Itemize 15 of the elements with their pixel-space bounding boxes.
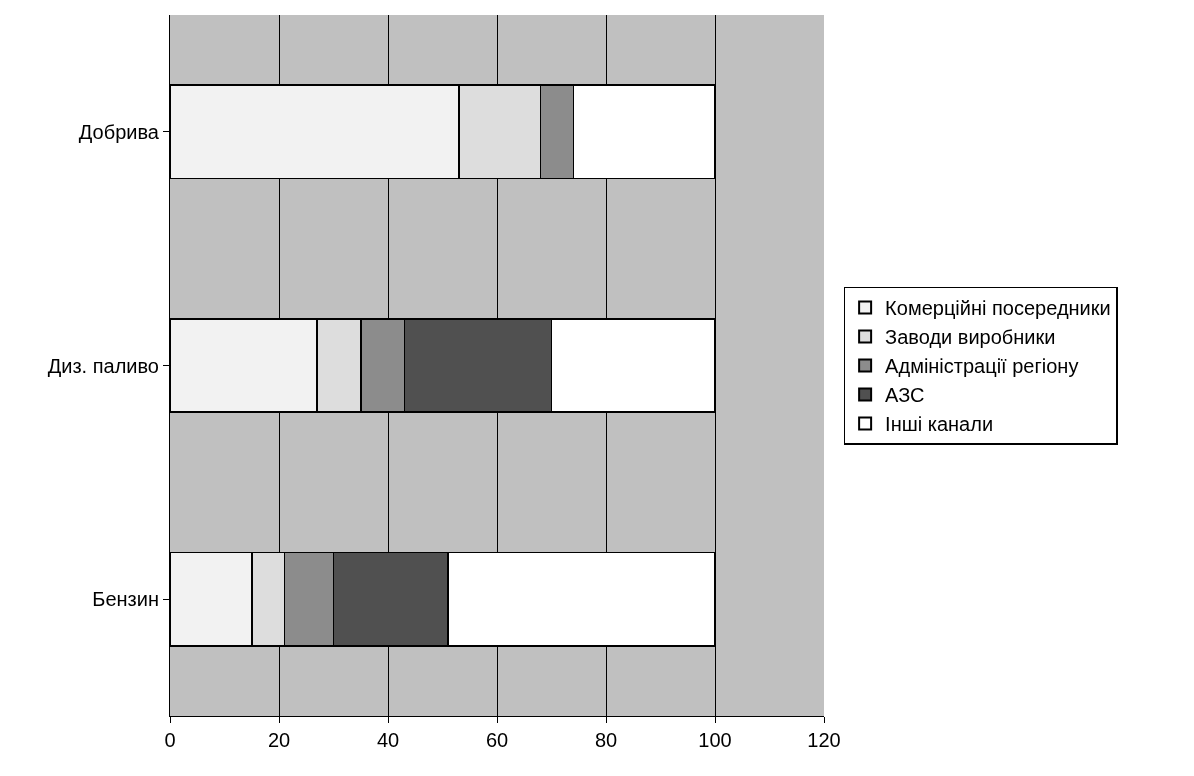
x-tick-label: 40 xyxy=(376,729,400,751)
y-tick-label: Диз. паливо xyxy=(47,354,159,377)
x-tick-label: 80 xyxy=(594,729,618,751)
legend-label: Заводи виробники xyxy=(885,326,1056,349)
x-tick-label: 100 xyxy=(698,729,732,751)
legend-label: Інші канали xyxy=(885,413,994,436)
x-tick-label: 120 xyxy=(807,729,841,751)
x-tick-label: 0 xyxy=(164,729,176,751)
legend-label: Адміністрації регіону xyxy=(885,355,1079,378)
y-tick-label: Бензин xyxy=(92,588,159,611)
legend-label: АЗС xyxy=(885,384,925,407)
y-tick-label: Добрива xyxy=(78,120,160,143)
x-tick-label: 20 xyxy=(267,729,291,751)
x-tick-label: 60 xyxy=(485,729,509,751)
legend-label: Комерційні посередники xyxy=(885,297,1111,320)
